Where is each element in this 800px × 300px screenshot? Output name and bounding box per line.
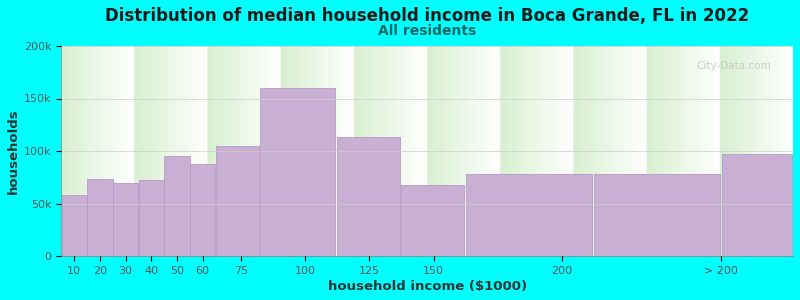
Bar <box>87 179 113 256</box>
Bar <box>337 137 400 256</box>
Bar <box>164 156 190 256</box>
Bar <box>401 185 464 256</box>
Bar <box>190 164 215 256</box>
Bar <box>62 195 87 256</box>
Title: Distribution of median household income in Boca Grande, FL in 2022: Distribution of median household income … <box>105 7 750 25</box>
Bar <box>138 181 164 256</box>
Text: All residents: All residents <box>378 23 476 38</box>
Y-axis label: households: households <box>7 108 20 194</box>
Bar <box>216 146 258 256</box>
Bar <box>466 174 591 256</box>
Bar <box>260 88 335 256</box>
X-axis label: household income ($1000): household income ($1000) <box>328 280 527 293</box>
Bar <box>113 183 138 256</box>
Text: City-Data.com: City-Data.com <box>696 61 771 71</box>
Bar <box>594 174 720 256</box>
Bar <box>722 154 792 256</box>
